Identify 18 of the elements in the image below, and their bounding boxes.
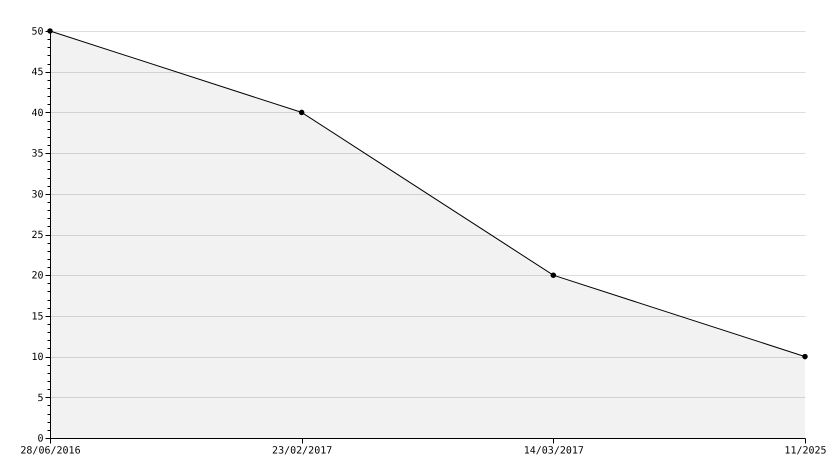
y-tick-label: 5 [37, 392, 44, 404]
y-tick-label: 20 [31, 270, 44, 282]
point [298, 110, 304, 116]
x-tick-label: 14/03/2017 [524, 446, 584, 456]
point [802, 354, 808, 360]
y-tick-label: 50 [31, 26, 44, 38]
x-tick-label: 28/06/2016 [20, 446, 81, 456]
y-tick-label: 40 [31, 108, 44, 119]
y-tick-label: 25 [31, 230, 44, 241]
x-tick-label: 11/2025 [784, 446, 827, 456]
y-tick-label: 30 [31, 189, 44, 200]
y-tick-label: 15 [31, 311, 44, 322]
y-tick-label: 45 [31, 67, 44, 78]
point [550, 272, 556, 278]
y-tick-label: 0 [37, 434, 44, 444]
x-tick-label: 23/02/2017 [272, 446, 332, 456]
y-tick-label: 10 [31, 352, 44, 364]
y-tick-label: 35 [31, 148, 44, 160]
